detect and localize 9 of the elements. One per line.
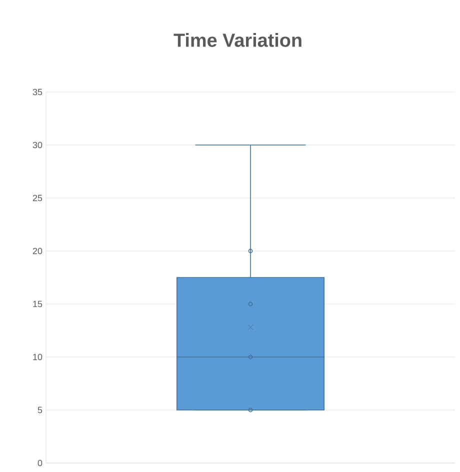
y-tick-label: 35 [32,88,42,96]
y-tick-label: 15 [33,300,42,308]
y-tick-label: 0 [38,460,42,466]
y-tick-label: 5 [38,406,42,414]
y-tick-label: 10 [33,354,42,360]
chart-title: Time Variation [174,33,302,47]
y-tick-label: 30 [32,142,42,148]
y-tick-label: 25 [32,194,42,202]
y-tick-label: 20 [32,248,42,254]
